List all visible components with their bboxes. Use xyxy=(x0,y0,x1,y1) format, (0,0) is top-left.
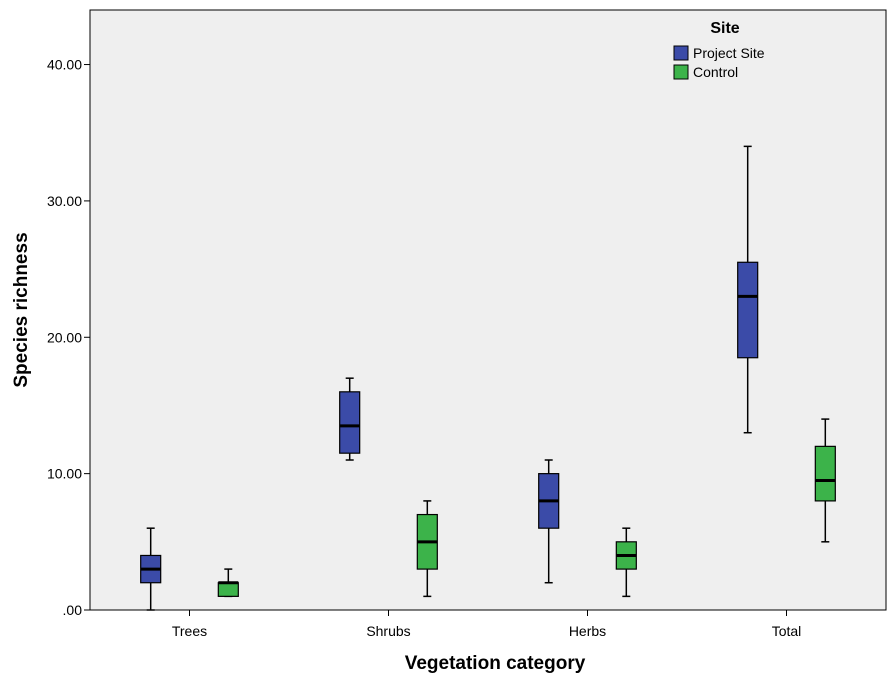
box-control xyxy=(217,568,239,598)
legend-label: Project Site xyxy=(693,45,765,61)
y-tick-label: 40.00 xyxy=(47,57,82,73)
y-axis-title: Species richness xyxy=(11,232,32,387)
legend-title: Site xyxy=(710,20,739,37)
y-axis: .00 10.00 20.00 30.00 40.00 xyxy=(47,57,90,618)
box-control xyxy=(814,418,836,543)
legend-swatch xyxy=(673,64,689,80)
legend: Site Project Site Control xyxy=(673,20,765,80)
boxes-layer xyxy=(140,145,836,611)
x-axis: Trees Shrubs Herbs Total xyxy=(172,610,801,639)
y-tick-label: 10.00 xyxy=(47,466,82,482)
x-tick-label: Herbs xyxy=(569,623,606,639)
x-axis-title: Vegetation category xyxy=(405,653,586,674)
legend-label: Control xyxy=(693,64,738,80)
box-control xyxy=(615,527,637,598)
box-rect xyxy=(217,582,239,597)
box-rect xyxy=(737,261,759,359)
box-project-site xyxy=(538,459,560,584)
y-tick-label: 30.00 xyxy=(47,193,82,209)
box-project-site xyxy=(339,377,361,461)
box-rect xyxy=(339,391,361,454)
box-project-site xyxy=(737,145,759,434)
legend-swatch xyxy=(673,45,689,61)
x-tick-label: Shrubs xyxy=(366,623,410,639)
y-tick-label: 20.00 xyxy=(47,329,82,345)
x-tick-label: Total xyxy=(772,623,802,639)
box-rect xyxy=(814,445,836,502)
y-tick-label: .00 xyxy=(63,602,83,618)
box-control xyxy=(416,500,438,598)
x-tick-label: Trees xyxy=(172,623,207,639)
plot-area xyxy=(89,9,887,611)
box-project-site xyxy=(140,527,162,611)
